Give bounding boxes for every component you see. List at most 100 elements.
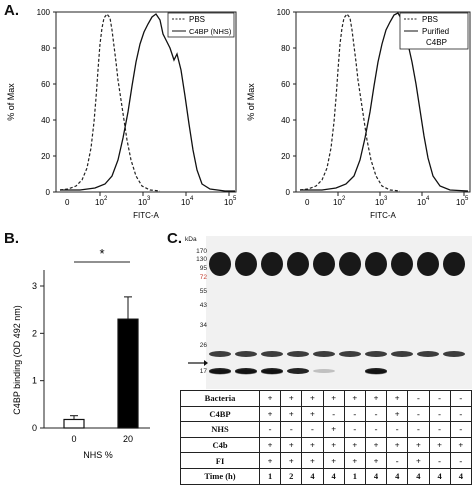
xtick: 10 [95,198,104,207]
table-row: Bacteria + + + + + + + - - - [180,390,473,407]
table-cell: + [301,405,324,423]
table-cell: 4 [428,467,451,485]
table-cell: + [322,452,345,469]
row-label: NHS [180,421,260,438]
table-row: Time (h) 1 2 4 4 1 4 4 4 4 4 [180,467,473,485]
table-cell: 1 [343,467,366,485]
xtick: 10 [224,198,233,207]
table-cell: + [343,452,366,469]
table-cell: - [449,405,473,423]
band-high-mw [391,252,413,276]
kda-ladder: kDa 170 130 95 72 55 43 34 26 17 [183,236,207,386]
ytick: 20 [281,152,290,161]
band-34kda [261,351,283,357]
band-34kda [287,351,309,357]
table-cell: 4 [322,467,345,485]
table-cell: 4 [449,467,473,485]
table-cell: + [280,405,303,423]
histogram-right-xlabel: FITC-A [370,211,396,220]
xtick: 10 [417,198,426,207]
band-high-mw [443,252,465,276]
band-high-mw [339,252,361,276]
table-cell: - [258,421,282,438]
table-cell: + [301,452,324,469]
histogram-left: % of Max 0 20 40 60 80 100 0 10 2 10 3 10 4… [6,8,237,220]
band-high-mw [313,252,335,276]
table-cell: - [407,390,430,407]
table-cell: + [280,436,303,454]
table-cell: + [343,436,366,454]
kda-label: kDa [185,236,197,243]
table-cell: + [449,436,473,454]
table-cell: - [364,405,388,423]
blot-bands [206,236,472,389]
row-label: C4b [180,436,260,454]
bar-chart-xlabel: NHS % [83,450,113,460]
panel-label-a: A. [4,2,19,19]
table-cell: + [322,421,345,438]
table-row: FI + + + + + + - + - - [180,452,473,469]
bar-chart-ylabel: C4BP binding (OD 492 nm) [12,305,22,414]
table-cell: 4 [407,467,430,485]
ytick: 0 [286,188,291,197]
category-label: 20 [123,434,133,444]
table-cell: - [386,421,409,438]
band-high-mw [417,252,439,276]
table-cell: + [301,390,324,407]
table-cell: - [428,421,451,438]
pbs-curve [299,13,401,192]
ytick: 100 [277,8,291,17]
band-17kda [365,368,387,374]
table-cell: + [364,452,388,469]
table-cell: - [343,421,366,438]
purified-c4bp-curve [300,12,469,192]
kda-marker: 55 [199,288,207,295]
table-cell: - [428,405,451,423]
table-cell: - [449,452,473,469]
table-cell: + [428,436,451,454]
table-cell: + [280,452,303,469]
xtick: 10 [333,198,342,207]
bar-0 [63,418,85,429]
pbs-curve [59,13,161,192]
xtick: 10 [375,198,384,207]
table-cell: 1 [258,467,282,485]
band-34kda [417,351,439,357]
table-cell: + [364,390,388,407]
legend-c4bp: C4BP [426,38,447,47]
table-cell: + [258,452,282,469]
band-17kda [313,369,335,373]
histogram-left-xticks: 0 10 2 10 3 10 4 10 5 [65,196,237,207]
table-row: C4BP + + + - - - + - - - [180,405,473,423]
histogram-right-legend: PBS Purified C4BP [399,12,469,50]
ytick: 40 [281,116,290,125]
xtick: 10 [456,198,465,207]
table-cell: - [428,452,451,469]
row-label: C4BP [180,405,260,423]
ytick-label: 1 [32,376,37,386]
ytick: 40 [41,116,50,125]
table-row: NHS - - - + - - - - - - [180,421,473,438]
ytick: 20 [41,152,50,161]
kda-marker: 72 [199,274,207,281]
svg-text:5: 5 [465,196,469,202]
table-cell: - [322,405,345,423]
svg-text:0: 0 [305,198,310,207]
table-cell: + [407,452,430,469]
table-cell: - [449,421,473,438]
table-cell: - [428,390,451,407]
band-34kda [209,351,231,357]
xtick: 10 [138,198,147,207]
ytick: 60 [281,80,290,89]
xtick-zero: 0 [65,198,70,207]
kda-marker: 26 [199,342,207,349]
table-cell: + [407,436,430,454]
panel-label-c: C. [167,230,182,247]
panel-label-b: B. [4,230,19,247]
band-17kda [235,368,257,374]
legend-c4bp-nhs: C4BP (NHS) [189,27,232,36]
legend-pbs: PBS [422,15,438,24]
table-cell: + [258,436,282,454]
table-cell: + [258,405,282,423]
kda-marker: 95 [199,265,207,272]
